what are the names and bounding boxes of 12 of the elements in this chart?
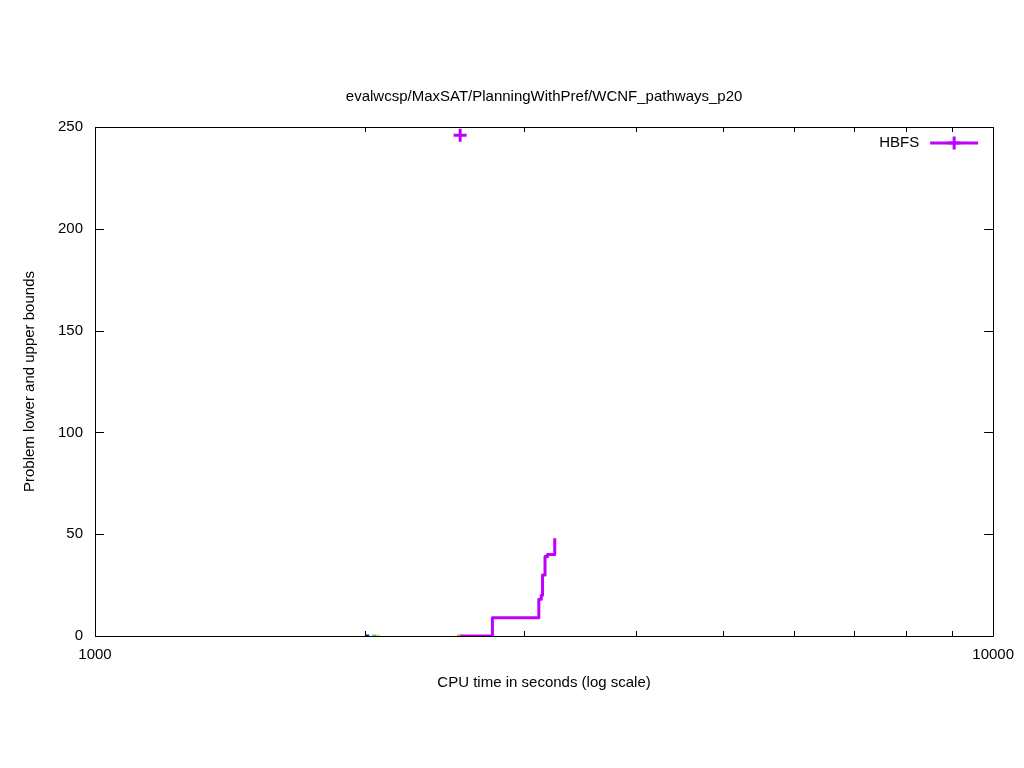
- y-tick-label: 100: [57, 422, 83, 440]
- x-tick-label: 1000: [78, 645, 112, 663]
- legend-label: HBFS: [879, 133, 920, 151]
- y-tick-label: 50: [66, 524, 83, 542]
- x-axis-title: CPU time in seconds (log scale): [437, 673, 651, 691]
- y-tick-label: 0: [74, 626, 83, 644]
- y-axis-title: Problem lower and upper bounds: [20, 271, 38, 492]
- y-tick-label: 250: [57, 117, 83, 135]
- y-tick-label: 200: [57, 218, 83, 236]
- chart-title: evalwcsp/MaxSAT/PlanningWithPref/WCNF_pathways_p20: [345, 87, 743, 105]
- y-tick-label: 150: [57, 320, 83, 338]
- x-tick-label: 10000: [972, 645, 1014, 663]
